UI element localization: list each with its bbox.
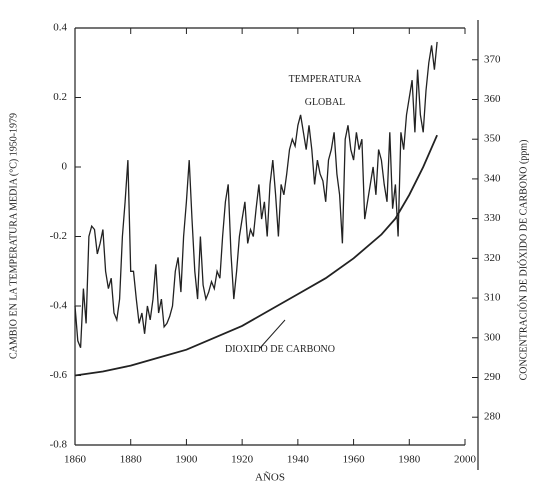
- y-tick-label: -0.8: [50, 439, 68, 451]
- y-tick-label: -0.2: [50, 230, 67, 242]
- y-tick-label: 0.4: [53, 22, 67, 34]
- y2-tick-label: 330: [484, 212, 501, 224]
- x-tick-label: 1920: [231, 454, 254, 466]
- series-line: [74, 134, 438, 377]
- y2-tick-label: 300: [484, 331, 501, 343]
- temperature-label: TEMPERATURA GLOBAL: [288, 74, 362, 108]
- y2-tick-label: 360: [484, 93, 501, 105]
- x-tick-label: 1860: [64, 454, 87, 466]
- y2-tick-label: 340: [484, 172, 501, 184]
- co2-label: DIOXIDO DE CARBONO: [225, 344, 335, 355]
- x-tick-label: 1980: [398, 454, 421, 466]
- x-tick-label: 1940: [287, 454, 310, 466]
- y-tick-label: -0.6: [50, 369, 68, 381]
- y-tick-label: 0: [62, 161, 68, 173]
- y2-tick-label: 350: [484, 133, 501, 145]
- y2-tick-label: 290: [484, 371, 501, 383]
- y2-tick-label: 370: [484, 53, 501, 65]
- series-line: [74, 41, 438, 348]
- x-axis-title: AÑOS: [255, 472, 285, 484]
- x-tick-label: 2000: [454, 454, 477, 466]
- x-tick-label: 1960: [343, 454, 366, 466]
- y-tick-label: -0.4: [50, 300, 68, 312]
- y-tick-label: 0.2: [53, 91, 67, 103]
- y-axis-title: CAMBIO EN LA TEMPERATURA MEDIA (°C) 1950…: [8, 113, 19, 359]
- leader-line: [259, 319, 286, 349]
- y2-tick-label: 280: [484, 411, 501, 423]
- y2-axis-title: CONCENTRACIÓN DE DIÓXIDO DE CARBONO (ppm…: [517, 140, 529, 381]
- y2-tick-label: 310: [484, 292, 501, 304]
- x-tick-label: 1900: [175, 454, 198, 466]
- x-tick-label: 1880: [120, 454, 143, 466]
- y2-tick-label: 320: [484, 252, 501, 264]
